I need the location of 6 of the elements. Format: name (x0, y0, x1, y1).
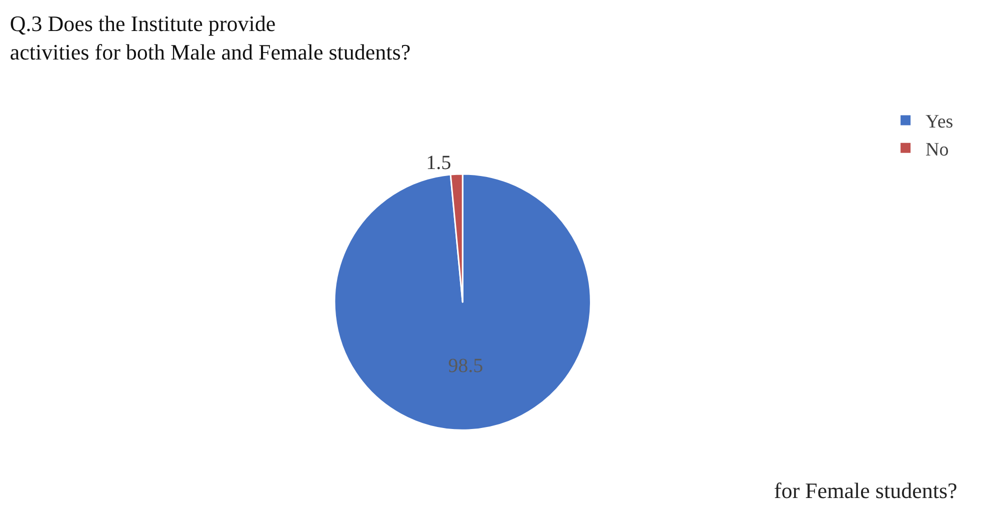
legend-label: Yes (926, 112, 954, 133)
chart-title: Q.3 Does the Institute provide activities for both Male and Female students? (10, 11, 411, 65)
text: for Female students? (774, 478, 958, 503)
data-label: 1.5 (426, 152, 452, 174)
data-label: 98.5 (448, 355, 484, 378)
legend-label: No (926, 139, 949, 160)
